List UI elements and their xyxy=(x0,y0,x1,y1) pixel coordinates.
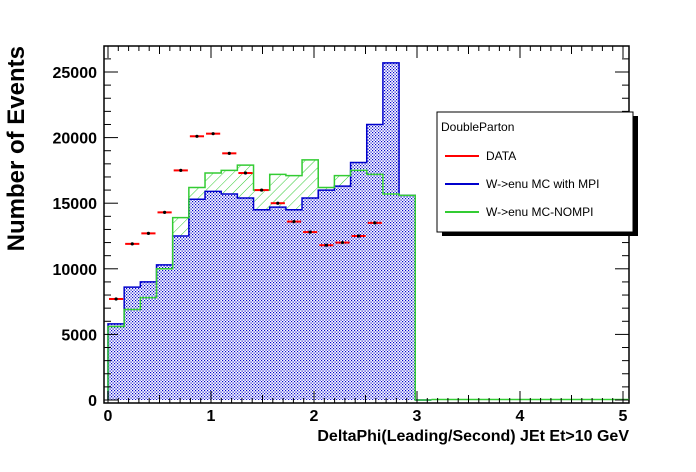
mc-mpi-bin xyxy=(318,190,335,400)
data-point-center xyxy=(340,240,345,245)
data-point-center xyxy=(227,151,231,155)
mc-mpi-bin xyxy=(350,162,367,400)
mc-mpi-bin xyxy=(172,236,189,400)
data-point-center xyxy=(243,171,248,175)
mc-mpi-bin xyxy=(382,62,400,400)
mc-mpi-bin xyxy=(399,195,416,400)
nompi-excess-bin xyxy=(253,190,270,210)
mc-mpi-bin xyxy=(269,207,286,400)
mc-mpi-fill-layer xyxy=(108,62,416,400)
x-axis-title: DeltaPhi(Leading/Second) JEt Et>10 GeV xyxy=(317,428,629,445)
y-tick-label: 5000 xyxy=(61,327,97,344)
y-tick-label: 20000 xyxy=(53,131,98,148)
mc-mpi-bin xyxy=(253,209,270,400)
y-tick-label: 0 xyxy=(88,393,97,410)
legend-title: DoubleParton xyxy=(441,120,514,134)
mc-mpi-bin xyxy=(156,264,173,400)
mc-mpi-bin xyxy=(124,287,141,400)
data-point-center xyxy=(373,221,377,225)
y-tick-label: 10000 xyxy=(53,262,98,279)
mc-mpi-bin xyxy=(205,191,222,400)
data-point-center xyxy=(260,188,264,192)
nompi-excess-bin xyxy=(302,159,319,198)
nompi-excess-bin xyxy=(205,173,222,192)
legend-entry-mc-nompi: W->enu MC-NOMPI xyxy=(486,205,593,219)
x-tick-label: 5 xyxy=(619,408,628,425)
hatch-layer xyxy=(172,159,351,236)
data-point-center xyxy=(114,297,118,301)
data-point-center xyxy=(211,132,215,136)
legend: DoubleParton DATA W->enu MC with MPI W->… xyxy=(436,111,638,236)
data-point-center xyxy=(146,231,151,235)
mc-mpi-bin xyxy=(285,209,303,400)
nompi-excess-bin xyxy=(334,175,351,187)
mc-mpi-bin xyxy=(188,199,206,400)
nompi-excess-bin xyxy=(269,174,286,208)
x-tick-label: 2 xyxy=(310,408,319,425)
legend-entry-data: DATA xyxy=(486,149,516,163)
data-point-center xyxy=(179,168,183,172)
data-point-center xyxy=(162,210,167,214)
nompi-excess-bin xyxy=(237,165,254,198)
data-point-center xyxy=(324,243,328,247)
y-axis-title: Number of Events xyxy=(3,46,30,251)
data-point-center xyxy=(276,201,280,205)
data-point-center xyxy=(357,234,361,238)
data-point-center xyxy=(130,242,134,246)
nompi-excess-bin xyxy=(318,187,335,191)
data-points-layer xyxy=(109,132,382,301)
x-tick-label: 4 xyxy=(516,408,525,425)
mc-mpi-bin xyxy=(237,197,254,400)
data-point-center xyxy=(308,230,312,234)
mc-mpi-bin xyxy=(302,197,319,400)
mc-mpi-bin xyxy=(366,124,383,400)
nompi-excess-bin xyxy=(285,175,303,210)
data-point-center xyxy=(195,134,199,138)
y-tick-label: 25000 xyxy=(53,65,98,82)
mc-nompi-outline xyxy=(107,159,432,401)
data-point-center xyxy=(292,219,296,224)
mc-mpi-bin xyxy=(334,186,351,400)
legend-entry-mc-mpi: W->enu MC with MPI xyxy=(486,177,599,191)
nompi-excess-bin xyxy=(172,217,189,236)
y-tick-label: 15000 xyxy=(53,196,98,213)
x-tick-label: 0 xyxy=(104,408,113,425)
x-tick-label: 3 xyxy=(413,408,422,425)
mc-mpi-bin xyxy=(140,281,157,400)
mc-mpi-bin xyxy=(108,323,125,400)
nompi-excess-bin xyxy=(221,170,238,195)
mc-mpi-bin xyxy=(221,194,238,400)
tick-labels-layer: 0 1 2 3 4 5 0 5000 10000 15000 20000 25000 xyxy=(53,65,628,425)
x-tick-label: 1 xyxy=(207,408,216,425)
nompi-excess-bin xyxy=(188,187,206,200)
